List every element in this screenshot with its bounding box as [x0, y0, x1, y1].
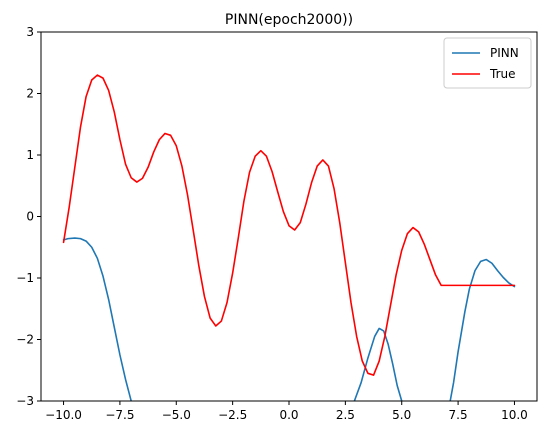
- x-tick-label: −10.0: [45, 408, 82, 422]
- x-tick-label: −5.0: [162, 408, 191, 422]
- y-tick-label: 0: [26, 210, 34, 224]
- series-line-pinn: [62, 237, 516, 401]
- chart-title: PINN(epoch2000)): [225, 12, 353, 28]
- legend-label-true: True: [489, 67, 516, 81]
- plot-marks: [62, 74, 516, 401]
- series-line-true: [62, 74, 516, 376]
- x-tick-label: 2.5: [336, 408, 355, 422]
- y-tick-label: −3: [16, 394, 34, 408]
- legend-label-pinn: PINN: [490, 46, 519, 60]
- x-tick-label: 10.0: [501, 408, 528, 422]
- y-tick-label: −2: [16, 333, 34, 347]
- x-tick-label: −7.5: [105, 408, 134, 422]
- y-axis-ticks: −3 −2 −1 0 1 2 3: [16, 25, 41, 408]
- y-tick-label: 3: [26, 25, 34, 39]
- x-tick-label: 0.0: [279, 408, 298, 422]
- y-tick-label: 2: [26, 87, 34, 101]
- legend-box: [443, 37, 532, 89]
- x-tick-label: 5.0: [392, 408, 411, 422]
- legend: PINN True: [443, 37, 532, 89]
- y-tick-label: 1: [26, 148, 34, 162]
- x-axis-ticks: −10.0 −7.5 −5.0 −2.5 0.0 2.5 5.0 7.5 10.0: [45, 401, 528, 422]
- y-tick-label: −1: [16, 271, 34, 285]
- x-tick-label: 7.5: [449, 408, 468, 422]
- x-tick-label: −2.5: [218, 408, 247, 422]
